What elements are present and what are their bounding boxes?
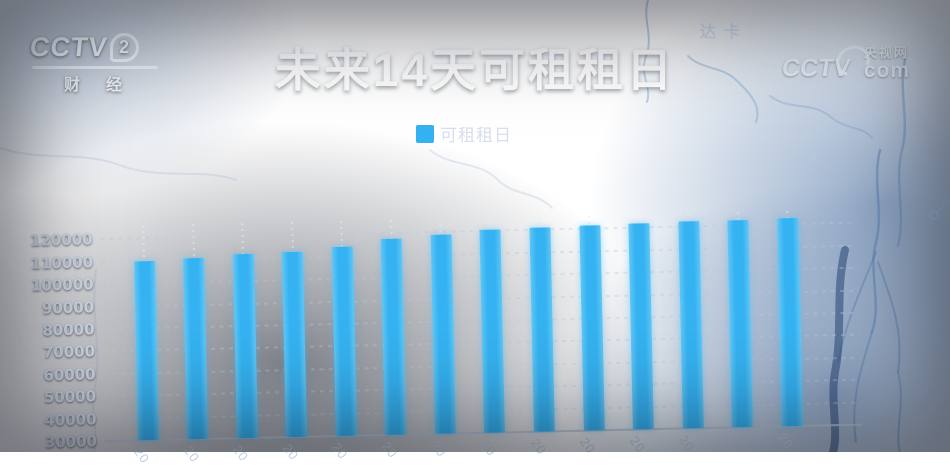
x-axis-label: 20 [130,444,153,467]
x-axis-label: 20 [577,434,599,457]
bar-guide-line [191,224,195,258]
y-axis-label: 60000 [43,365,96,385]
bar-guide-line [786,211,789,218]
y-axis-label: 110000 [30,253,94,273]
x-axis-label: 20 [329,439,352,463]
x-axis-label: 20 [725,431,748,454]
bar-guide-line [390,219,393,239]
y-axis-label: 90000 [41,297,95,318]
bar [282,251,308,438]
logo-underline [32,66,158,69]
chart-plot: 30000 40000 50000 60000 70000 80000 90000 10000… [29,211,862,466]
x-axis-label: 20 [230,442,252,465]
watermark-site-label: 央视网 [863,45,909,60]
bar-guide-line [736,212,740,221]
x-axis-label: 20 [477,436,500,459]
bar-guide-line [687,213,690,222]
x-axis-label: 20 [676,432,698,455]
y-axis-label: 120000 [29,230,93,251]
bar-guide-line [142,225,146,262]
y-axis-label: 70000 [42,342,96,362]
x-axis-label: 20 [775,430,798,453]
legend-label: 可租租日 [440,126,512,145]
chart-title: 未来14天可租租日 [274,44,676,96]
x-axis-label: 20 [378,438,401,462]
y-axis-label: 50000 [43,387,97,407]
x-axis-label: 20 [180,443,203,466]
channel-number-badge: 2 [109,33,139,62]
bar [628,223,655,430]
x-axis-label: 20 [428,437,451,460]
bar-guide-line [588,215,591,226]
bar-guide-line [637,214,641,224]
x-axis-label: 20 [626,433,649,456]
cctv-com-watermark: CCTV 央视网 com [780,40,910,83]
bar-guide-line [290,221,294,253]
bar-guide-line [241,223,245,255]
y-axis-label: 30000 [44,432,98,452]
bar [381,238,407,435]
bar [777,217,803,427]
bar [331,246,357,437]
y-axis-label: 80000 [42,320,95,340]
bar-guide-line [439,218,442,235]
watermark-domain-label: com [863,59,910,82]
y-axis-label: 100000 [30,275,94,295]
channel-name-label: 财经 [64,77,149,94]
bar [430,234,456,434]
bar [232,254,258,439]
bar-guide-line [340,220,344,247]
cctv2-channel-logo: CCTV 2 财经 [28,32,165,95]
bar-guide-line [538,216,541,228]
bar [529,227,555,432]
map-label-dhaka: 达卡 [700,24,749,41]
bar [133,260,159,441]
y-axis-label: 40000 [44,409,97,430]
bar [727,219,754,428]
x-axis-label: 20 [527,435,550,458]
bar [479,229,506,433]
legend-swatch [416,124,434,143]
bar-guide-line [489,217,492,230]
x-axis-label: 20 [279,441,302,464]
bar [678,220,704,429]
chart-legend: 可租租日 [0,121,928,146]
bar [183,257,209,440]
bar [579,225,605,431]
